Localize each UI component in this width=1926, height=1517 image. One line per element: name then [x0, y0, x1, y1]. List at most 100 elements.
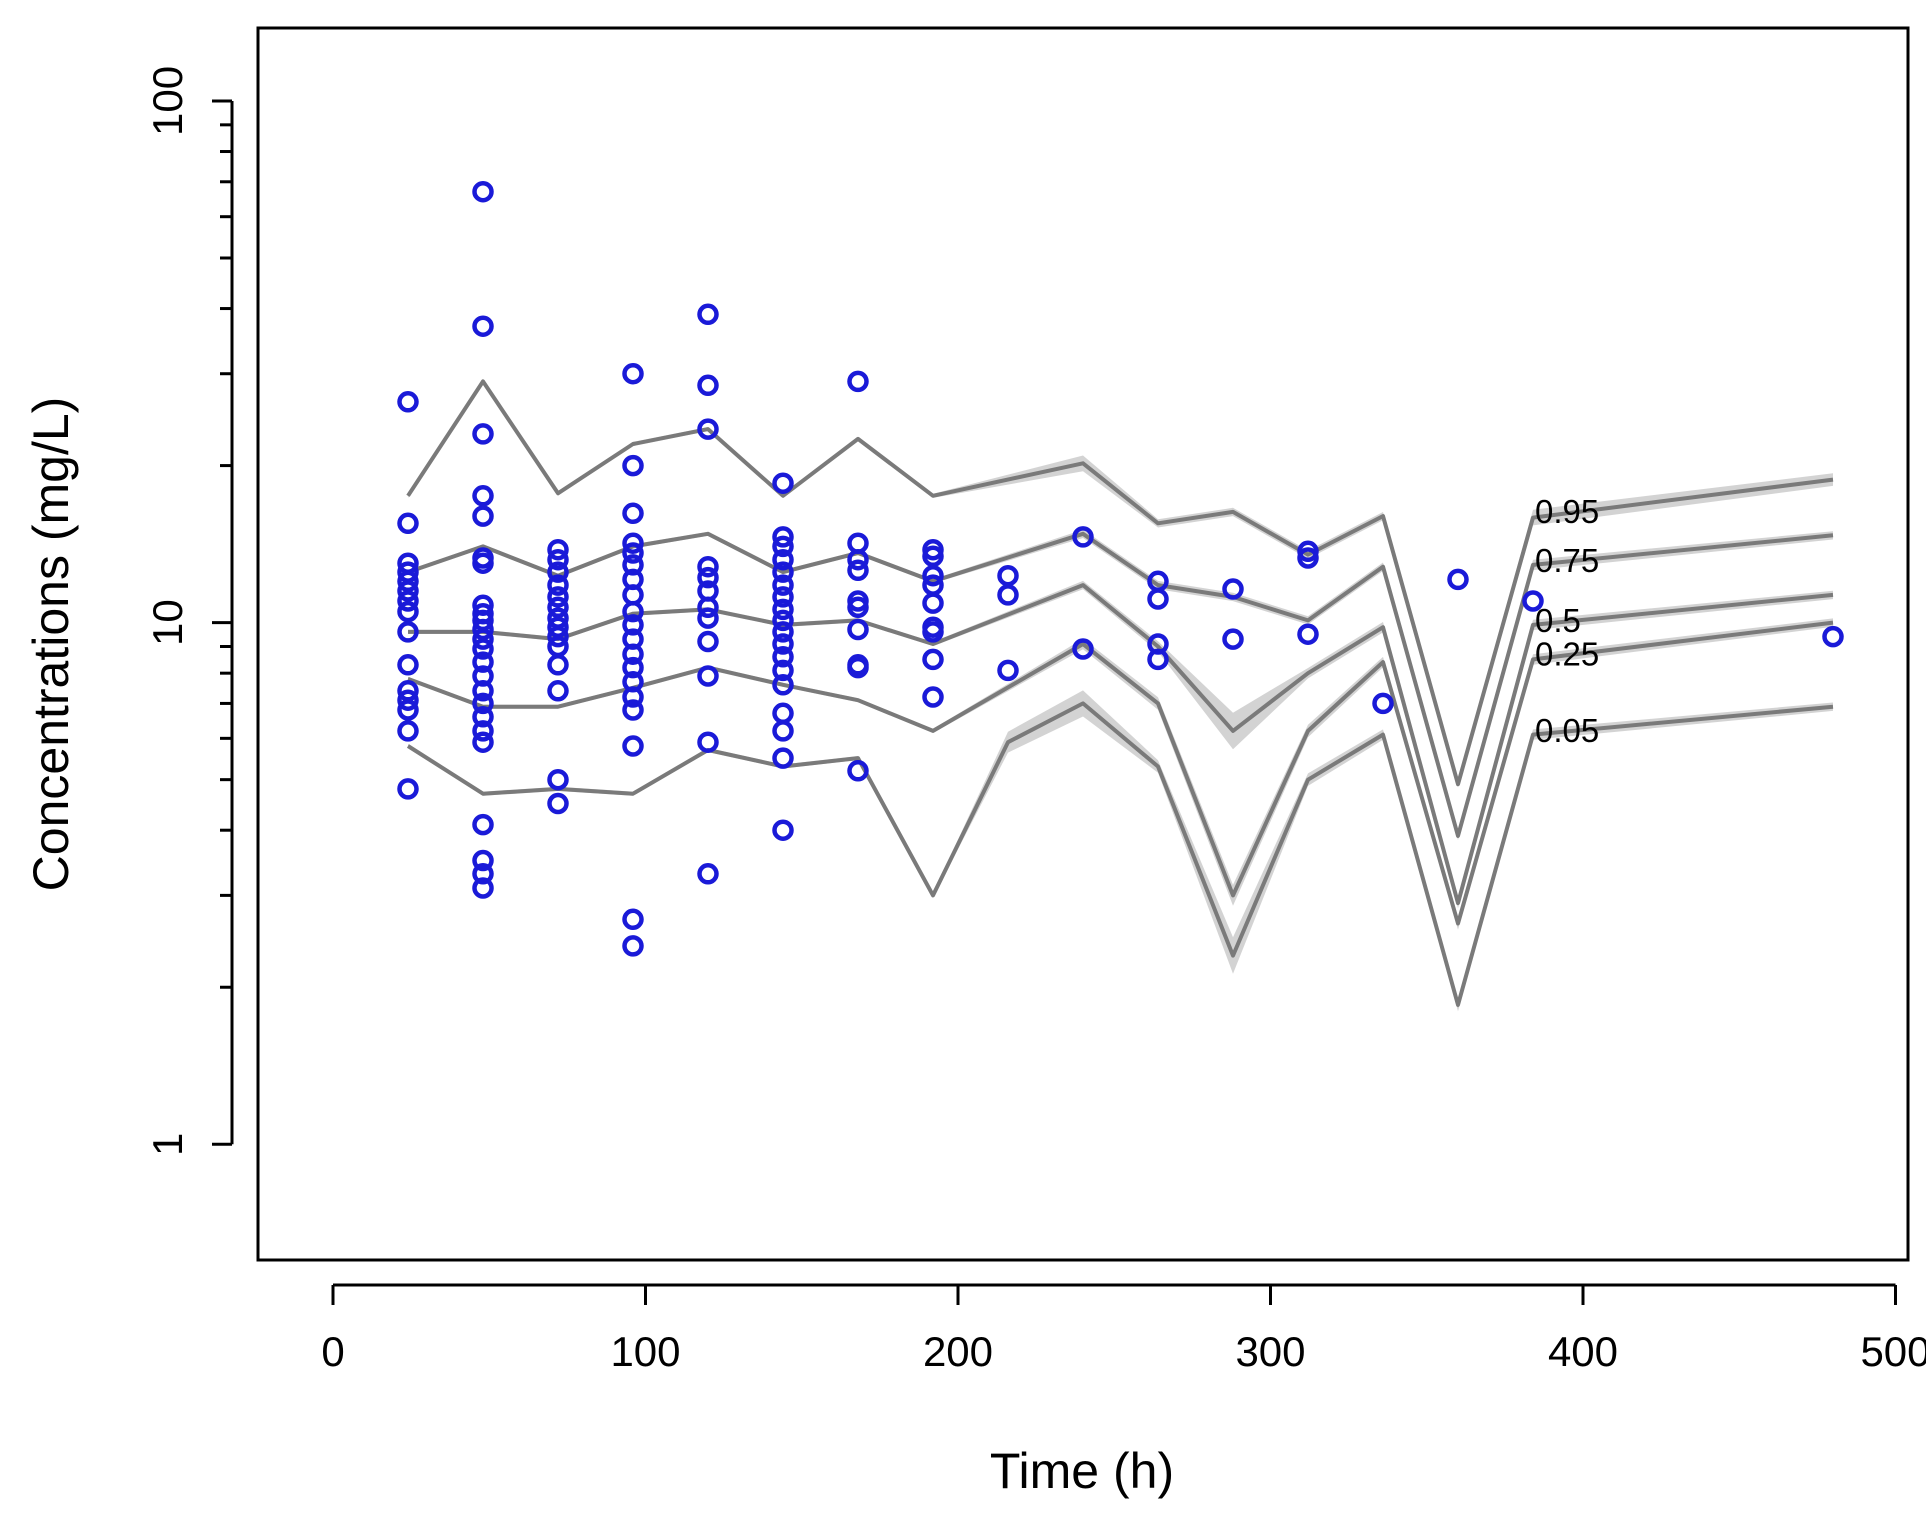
observed-point [772, 526, 794, 548]
quantile-label-0-95: 0.95 [1535, 493, 1599, 530]
observed-point [547, 680, 569, 702]
observed-point [622, 908, 644, 931]
observed-point [472, 720, 494, 742]
observed-point [397, 689, 419, 711]
observed-point [1147, 588, 1169, 610]
observed-point [547, 586, 569, 608]
observed-point [472, 692, 494, 715]
observed-point [1072, 526, 1094, 548]
observed-point [772, 598, 794, 621]
quantile-labels: 0.95 0.75 0.50.25 0.05 [1535, 493, 1599, 749]
x-tick-label: 100 [610, 1328, 680, 1375]
observed-point [1522, 590, 1544, 612]
observed-point [922, 648, 944, 671]
observed-point [772, 561, 794, 583]
x-axis-title: Time (h) [990, 1443, 1174, 1499]
observed-point [697, 555, 719, 578]
observed-point [622, 600, 644, 623]
observed-point [697, 596, 719, 619]
quantile-line-0-75 [407, 531, 1834, 838]
x-tick-label: 0 [321, 1328, 344, 1375]
observed-point [1222, 628, 1244, 650]
observed-point [772, 720, 794, 742]
observed-point [622, 614, 644, 636]
observed-point [547, 616, 569, 638]
observed-point [772, 747, 794, 769]
observed-point [472, 485, 494, 507]
observed-point [697, 566, 719, 589]
observed-point [472, 877, 494, 899]
observed-point [472, 423, 494, 445]
observed-point [772, 609, 794, 632]
observed-point [472, 680, 494, 702]
observed-point [547, 548, 569, 571]
observed-point [472, 628, 494, 650]
observed-point [472, 315, 494, 337]
observed-point [922, 621, 944, 643]
observed-point [397, 580, 419, 602]
observed-point [922, 538, 944, 561]
observed-point [397, 720, 419, 742]
observed-point [1297, 623, 1319, 645]
observed-point [847, 760, 869, 782]
observed-point [772, 633, 794, 655]
observed-point [922, 592, 944, 614]
x-axis: 0 100 200 300 400 500 [321, 1283, 1926, 1375]
quantile-lines [406, 379, 1834, 1007]
observed-point [922, 564, 944, 587]
quantile-line-0-05 [406, 701, 1834, 1007]
y-tick-label: 10 [144, 599, 191, 646]
observed-point [397, 699, 419, 721]
observed-point [997, 584, 1019, 606]
observed-point [847, 559, 869, 582]
observed-point [547, 561, 569, 583]
plot-frame [256, 26, 1910, 1262]
observed-point [1297, 547, 1319, 569]
observed-point [772, 586, 794, 608]
quantile-label-0-05: 0.05 [1535, 712, 1599, 749]
observed-point [547, 792, 569, 815]
observed-point [1147, 648, 1169, 671]
observed-point [697, 607, 719, 629]
observed-point [547, 625, 569, 648]
observed-point [847, 596, 869, 619]
observed-point [622, 532, 644, 554]
observed-point [397, 600, 419, 623]
observed-point [622, 656, 644, 679]
quantile-band-0-05 [408, 690, 1833, 1012]
y-axis: 1 10 100 [144, 66, 234, 1156]
observed-point [547, 654, 569, 676]
observed-point [1447, 568, 1469, 591]
quantile-band-0-25 [408, 618, 1833, 930]
observed-point [772, 702, 794, 725]
observed-point [697, 665, 719, 687]
observed-point [547, 596, 569, 619]
observed-point [1372, 692, 1394, 715]
y-tick-label: 100 [144, 66, 191, 136]
observed-point [772, 819, 794, 841]
quantile-line-0-5 [408, 583, 1834, 906]
observed-point [1822, 625, 1844, 648]
observed-point [772, 646, 794, 668]
observed-point [622, 686, 644, 708]
observed-point [622, 643, 644, 665]
observed-point [622, 735, 644, 757]
observed-point [472, 731, 494, 753]
observed-point [772, 621, 794, 643]
observed-point [997, 659, 1019, 682]
quantile-bands [408, 379, 1833, 1012]
observed-point [397, 512, 419, 535]
observed-points [397, 180, 1844, 957]
observed-point [622, 935, 644, 957]
observed-point [772, 674, 794, 696]
observed-point [397, 590, 419, 612]
observed-point [397, 621, 419, 643]
observed-point [622, 542, 644, 564]
observed-point [922, 686, 944, 708]
observed-point [697, 303, 719, 326]
observed-point [697, 731, 719, 753]
y-tick-label: 1 [144, 1133, 191, 1156]
observed-point [622, 454, 644, 477]
x-tick-label: 300 [1235, 1328, 1305, 1375]
observed-point [847, 548, 869, 571]
